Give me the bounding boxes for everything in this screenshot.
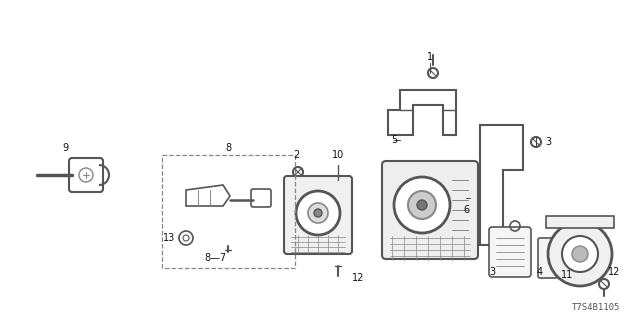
Text: 12: 12	[352, 273, 364, 283]
Circle shape	[408, 191, 436, 219]
FancyBboxPatch shape	[538, 238, 558, 278]
FancyBboxPatch shape	[382, 161, 478, 259]
Text: 9: 9	[62, 143, 68, 153]
Circle shape	[394, 177, 450, 233]
Text: 3: 3	[545, 137, 551, 147]
Circle shape	[417, 200, 427, 210]
Text: 8: 8	[225, 143, 231, 153]
Text: 11: 11	[561, 270, 573, 280]
FancyBboxPatch shape	[546, 216, 614, 228]
Text: 8—7: 8—7	[204, 253, 226, 263]
Circle shape	[308, 203, 328, 223]
Text: 13: 13	[163, 233, 175, 243]
Text: 1: 1	[427, 52, 433, 62]
Text: 12: 12	[608, 267, 620, 277]
Circle shape	[572, 246, 588, 262]
Circle shape	[296, 191, 340, 235]
Circle shape	[562, 236, 598, 272]
FancyBboxPatch shape	[284, 176, 352, 254]
Text: 4: 4	[537, 267, 543, 277]
Text: 10: 10	[332, 150, 344, 160]
Circle shape	[314, 209, 322, 217]
Text: 5: 5	[391, 135, 397, 145]
Circle shape	[548, 222, 612, 286]
Text: 2: 2	[293, 150, 299, 160]
Text: T7S4B1105: T7S4B1105	[572, 303, 620, 313]
Text: 3: 3	[489, 267, 495, 277]
Text: 6: 6	[463, 205, 469, 215]
FancyBboxPatch shape	[489, 227, 531, 277]
